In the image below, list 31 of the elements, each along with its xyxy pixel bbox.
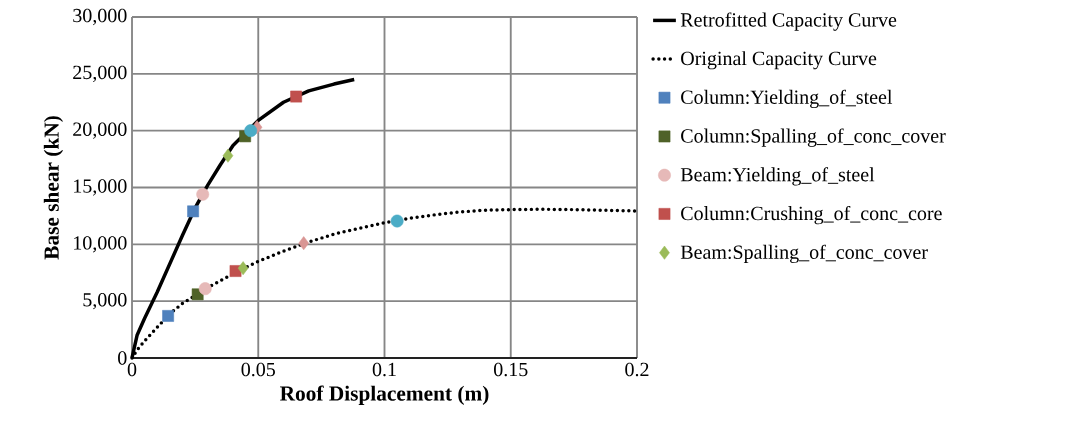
point (390, 214, 404, 228)
x-tick-label: 0.05 (241, 362, 275, 377)
legend-label: Beam:Yielding_of_steel (680, 167, 875, 186)
point (196, 187, 210, 201)
legend-label: Column:Yielding_of_steel (681, 89, 893, 109)
point (162, 310, 174, 322)
point (222, 148, 234, 163)
legend-label: Beam:Spalling_of_conc_cover (680, 244, 928, 264)
y-tick-label: 30,000 (73, 8, 127, 26)
x-tick-label: 0.2 (625, 362, 649, 377)
y-tick-label: 0 (118, 351, 127, 365)
point (298, 236, 309, 251)
y-tick-label: 25,000 (73, 65, 127, 83)
x-axis-title: Roof Displacement (m) (280, 385, 489, 405)
point (187, 205, 199, 218)
y-tick-label: 15,000 (74, 179, 127, 196)
point (198, 282, 212, 296)
legend-label: Column:Spalling_of_conc_cover (681, 128, 946, 147)
legend-label: Original Capacity Curve (681, 51, 877, 70)
legend-label: Column:Crushing_of_conc_core (681, 205, 942, 225)
y-tick-label: 5,000 (83, 292, 127, 310)
x-tick-label: 0.15 (494, 362, 528, 377)
x-tick-label: 0 (127, 362, 137, 377)
y-tick-label: 10,000 (74, 236, 127, 253)
x-tick-label: 0.1 (372, 362, 396, 377)
y-axis-title: Base shear (kN) (43, 116, 64, 260)
point (244, 124, 258, 138)
point (237, 261, 249, 276)
point (290, 90, 302, 103)
legend-label: Retrofitted Capacity Curve (680, 12, 897, 31)
y-tick-label: 20,000 (73, 122, 127, 139)
